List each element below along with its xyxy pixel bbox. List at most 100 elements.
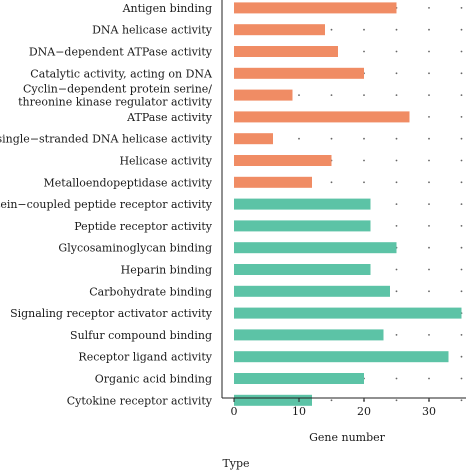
grid-dot (395, 72, 398, 75)
bar (234, 2, 397, 14)
grid-dot (428, 7, 430, 9)
grid-dot (363, 181, 365, 184)
grid-dot (460, 377, 463, 380)
x-tick-label: 30 (422, 405, 436, 418)
category-label: single−stranded DNA helicase activity (0, 133, 213, 146)
grid-dot (363, 94, 365, 96)
category-label: Metalloendopeptidase activity (44, 176, 213, 189)
grid-dot (460, 72, 463, 75)
grid-dot (428, 225, 430, 227)
category-label: Carbohydrate binding (89, 285, 212, 298)
grid-dot (460, 94, 463, 96)
category-label: G protein−coupled peptide receptor activ… (0, 198, 213, 211)
grid-dot (428, 377, 430, 380)
grid-dot (460, 159, 463, 162)
category-label: DNA helicase activity (92, 24, 213, 37)
category-label: Catalytic activity, acting on DNA (30, 67, 213, 80)
grid-dot (428, 137, 430, 140)
category-label: Cyclin−dependent protein serine/threonin… (18, 83, 213, 109)
grid-dot (330, 181, 333, 184)
grid-dot (298, 137, 300, 140)
grid-dot (460, 246, 463, 249)
category-labels: Antigen binding DNA helicase activity DNA−… (0, 2, 213, 407)
grid-dot (460, 7, 463, 9)
legend-title: Type (222, 457, 249, 470)
grid-dot (428, 268, 430, 271)
grid-dot (363, 137, 365, 140)
grid-dot (330, 28, 333, 31)
category-label: Sulfur compound binding (70, 329, 212, 342)
grid-dot (428, 28, 430, 31)
grid-dot (428, 159, 430, 162)
grid-dot (395, 137, 398, 140)
category-label: ATPase activity (126, 111, 213, 124)
bar (234, 264, 371, 275)
bar (234, 198, 371, 210)
x-axis-title: Gene number (309, 431, 386, 444)
bars (234, 2, 462, 406)
grid-dot (428, 290, 430, 293)
bar (234, 46, 338, 57)
grid-dot (363, 50, 365, 53)
grid-dot (395, 159, 398, 162)
category-label: Signaling receptor activator activity (10, 307, 213, 320)
grid-dot (460, 290, 463, 293)
category-label: DNA−dependent ATPase activity (29, 46, 213, 59)
x-tick-label: 20 (357, 405, 371, 418)
bar (234, 220, 371, 232)
bar (234, 285, 390, 297)
bar (234, 373, 364, 384)
grid-dot (330, 137, 333, 140)
grid-dot (363, 159, 365, 162)
grid-dot (330, 399, 333, 402)
grid-dot (460, 116, 463, 118)
grid-dot (460, 137, 463, 140)
grid-dot (428, 334, 430, 336)
grid-dot (395, 377, 398, 380)
grid-dot (460, 355, 463, 358)
category-label: Helicase activity (119, 155, 212, 168)
grid-dot (460, 268, 463, 271)
category-label: Receptor ligand activity (78, 351, 212, 364)
grid-dot (460, 50, 463, 53)
grid-dot (460, 203, 463, 206)
grid-dot (395, 334, 398, 336)
grid-dot (460, 181, 463, 184)
grid-dot (460, 399, 463, 402)
bar (234, 394, 312, 406)
grid-dot (330, 94, 333, 96)
bar (234, 242, 397, 254)
bar (234, 67, 364, 79)
grid-dot (395, 181, 398, 184)
x-tick-label: 0 (231, 405, 238, 418)
grid-dot (395, 225, 398, 227)
bar (234, 176, 312, 188)
grid-dot (460, 334, 463, 336)
category-label: Heparin binding (121, 264, 212, 277)
grid-dot (460, 28, 463, 31)
grid-dot (428, 181, 430, 184)
grid-dot (395, 94, 398, 96)
bar (234, 329, 384, 341)
grid-dot (428, 50, 430, 53)
bar (234, 155, 332, 166)
x-tick-label: 10 (292, 405, 306, 418)
grid-dot (395, 50, 398, 53)
grid-dot (428, 72, 430, 75)
grid-dot (363, 28, 365, 31)
x-ticks: 0 10 20 30 (231, 398, 436, 418)
bar (234, 133, 273, 145)
grid-dot (428, 94, 430, 96)
category-label: Organic acid binding (95, 373, 212, 386)
grid-dot (395, 203, 398, 206)
bar (234, 89, 293, 101)
grid-dot (395, 290, 398, 293)
category-label: Antigen binding (122, 2, 212, 15)
bar (234, 24, 325, 36)
category-label: Glycosaminoglycan binding (58, 242, 212, 255)
bar (234, 111, 410, 123)
grid-dot (460, 225, 463, 227)
grid-dot (428, 246, 430, 249)
bar (234, 307, 462, 319)
